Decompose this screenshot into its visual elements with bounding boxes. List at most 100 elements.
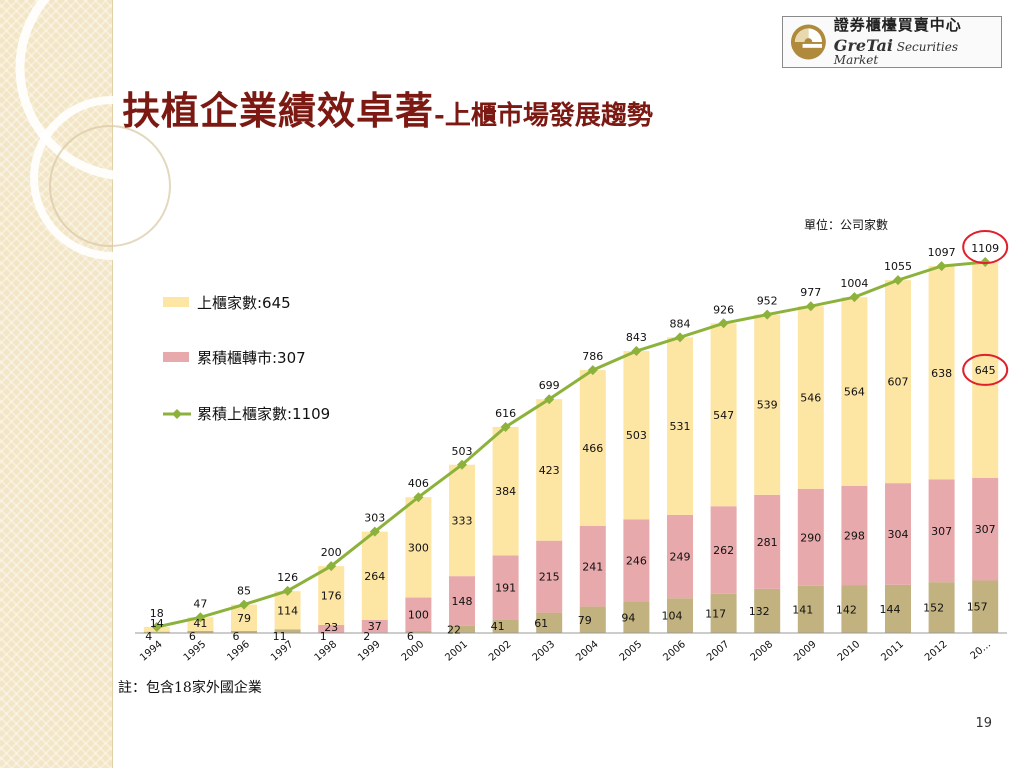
bar-segment-base: [187, 630, 214, 633]
x-tick-label: 2011: [879, 639, 906, 664]
bar-segment-transferred: [972, 477, 999, 581]
bar-segment-listed: [885, 280, 911, 484]
data-label-listed: 546: [800, 392, 821, 405]
bar-segment-base: [623, 601, 650, 633]
page-number: 19: [975, 716, 992, 731]
legend-swatch: [163, 352, 189, 362]
data-label-listed: 638: [931, 367, 952, 380]
x-tick-label: 2010: [836, 639, 863, 664]
line-point-marker: [500, 421, 511, 432]
data-label-listed: 114: [277, 604, 298, 617]
data-label-listed: 300: [408, 541, 429, 554]
gretai-logo: 證券櫃檯買賣中心 GreTai Securities Market: [782, 16, 1002, 68]
bar-segment-transferred: [361, 619, 388, 633]
bar-segment-transferred: [754, 494, 781, 589]
bar-segment-listed: [623, 351, 650, 520]
data-label-base: 152: [923, 602, 944, 615]
x-tick-label: 2003: [531, 639, 558, 664]
bar-segment-transferred: [405, 597, 432, 631]
data-label-base: 11: [273, 630, 287, 643]
line-point-marker: [151, 621, 162, 632]
x-tick-label: 2012: [923, 639, 950, 664]
data-label-base: 6: [233, 630, 240, 643]
data-label-transferred: 307: [931, 525, 952, 538]
bar-segment-listed: [405, 497, 432, 598]
data-label-transferred: 100: [408, 608, 429, 621]
bar-segment-listed: [492, 426, 519, 556]
bar-segment-base: [274, 629, 301, 633]
line-point-marker: [762, 309, 773, 320]
data-label-listed: 645: [975, 364, 996, 377]
data-label-listed: 333: [452, 514, 473, 527]
bar-segment-base: [143, 631, 170, 633]
data-label-transferred: 290: [800, 531, 821, 544]
data-label-transferred: 37: [368, 620, 382, 633]
data-label-cumulative: 406: [408, 477, 429, 490]
data-label-transferred: 23: [324, 621, 338, 634]
data-label-cumulative: 699: [539, 379, 560, 392]
slide-title: 扶植企業績效卓著-上櫃市場發展趨勢: [122, 80, 653, 135]
logo-english-name: GreTai Securities Market: [834, 38, 1001, 67]
data-label-listed: 607: [888, 376, 909, 389]
x-tick-label: 2009: [792, 639, 819, 664]
chart-line-series: [151, 257, 991, 632]
bar-segment-base: [754, 588, 781, 633]
data-label-base: 104: [662, 610, 683, 623]
data-label-listed: 466: [582, 442, 603, 455]
line-point-marker: [413, 492, 424, 503]
gretai-logo-mark-icon: [790, 24, 826, 60]
data-label-base: 142: [836, 603, 857, 616]
line-point-marker: [718, 318, 729, 329]
bar-segment-base: [536, 612, 563, 633]
data-label-transferred: 304: [888, 528, 909, 541]
chart-x-axis: 1994 1995 1996 1997 1998 1999 2000 2001 2002 2003…: [135, 632, 1007, 664]
data-label-transferred: 148: [452, 595, 473, 608]
bar-segment-listed: [797, 306, 824, 489]
bar-segment-transferred: [710, 506, 737, 594]
bar-segment-transferred: [449, 576, 475, 626]
data-label-base: 157: [967, 601, 988, 614]
data-label-cumulative: 843: [626, 331, 647, 344]
slide-title-separator: -: [434, 101, 445, 131]
data-label-transferred: 262: [713, 544, 734, 557]
line-point-marker: [195, 612, 206, 623]
logo-text: 證券櫃檯買賣中心 GreTai Securities Market: [834, 18, 1001, 67]
line-point-marker: [805, 301, 816, 312]
x-tick-label: 20…: [969, 639, 993, 662]
data-label-base: 141: [792, 603, 813, 616]
line-point-marker: [239, 599, 249, 610]
data-label-base: 22: [447, 623, 461, 636]
x-tick-label: 2002: [487, 639, 514, 664]
data-label-listed: 503: [626, 429, 647, 442]
data-label-cumulative: 1109: [971, 242, 999, 255]
data-label-cumulative: 85: [237, 585, 251, 598]
slide-title-main: 扶植企業績效卓著: [122, 88, 435, 133]
bar-segment-transferred: [318, 624, 345, 633]
line-point-marker: [675, 332, 685, 343]
data-label-base: 2: [363, 630, 370, 643]
bar-segment-base: [797, 585, 824, 633]
data-label-cumulative: 18: [150, 607, 164, 620]
data-label-cumulative: 884: [670, 317, 691, 330]
data-label-cumulative: 926: [713, 303, 734, 316]
data-label-listed: 384: [495, 485, 516, 498]
bar-segment-listed: [754, 314, 781, 495]
data-label-cumulative: 503: [452, 445, 473, 458]
bar-segment-base: [885, 584, 911, 633]
data-label-cumulative: 1004: [840, 277, 868, 290]
data-label-transferred: 191: [495, 581, 516, 594]
highlight-circle-total: [962, 230, 1009, 265]
data-label-base: 61: [534, 617, 548, 630]
legend-swatch: [163, 297, 189, 307]
bar-segment-base: [449, 625, 475, 633]
line-point-marker: [849, 292, 860, 303]
data-label-listed: 539: [757, 399, 778, 412]
bar-segment-transferred: [928, 479, 955, 583]
x-tick-label: 2004: [574, 639, 601, 664]
bar-segment-base: [928, 582, 955, 633]
bar-segment-base: [972, 580, 999, 633]
data-label-listed: 423: [539, 464, 560, 477]
bar-segment-base: [405, 630, 432, 633]
x-tick-label: 2005: [618, 639, 645, 664]
line-point-marker: [326, 561, 337, 572]
